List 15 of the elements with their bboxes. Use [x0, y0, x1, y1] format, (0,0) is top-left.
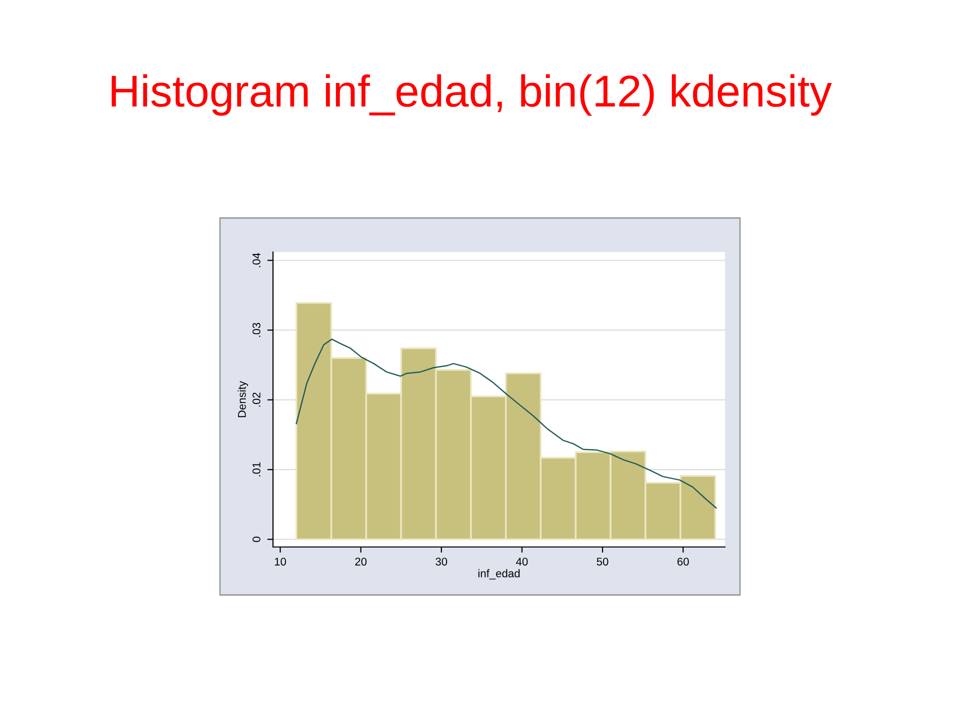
- y-tick-label: .04: [252, 252, 260, 268]
- y-tick-label: 0: [252, 536, 260, 542]
- x-tick-label: 40: [516, 558, 528, 566]
- y-axis-title: Density: [238, 380, 248, 418]
- y-tick-label: .02: [252, 392, 260, 407]
- x-tick-label: 60: [677, 558, 689, 566]
- chart-title: Histogram inf_edad, bin(12) kdensity: [112, 74, 832, 116]
- x-tick-label: 10: [274, 558, 286, 566]
- y-tick-label: .03: [252, 322, 260, 337]
- y-tick-label: .01: [252, 462, 260, 476]
- x-tick-label: 20: [355, 558, 367, 566]
- line-series: [296, 338, 717, 509]
- x-axis-title: inf_edad: [478, 569, 520, 580]
- x-tick-label: 30: [436, 558, 448, 566]
- x-tick-label: 50: [596, 558, 608, 566]
